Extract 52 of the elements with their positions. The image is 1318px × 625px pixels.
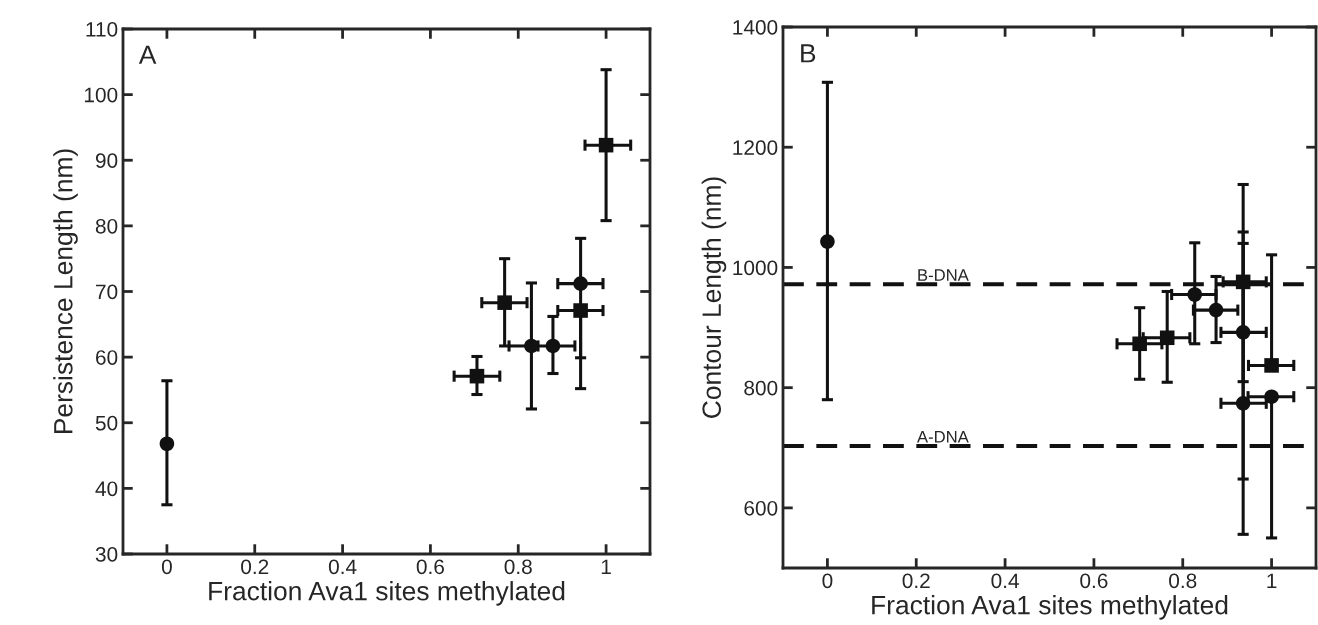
x-tick-label: 0.8 xyxy=(504,559,532,575)
x-axis-title: Fraction Ava1 sites methylated xyxy=(872,595,1228,620)
y-tick-label: 90 xyxy=(95,153,118,168)
y-tick-label: 80 xyxy=(95,218,118,234)
y-tick-label: 50 xyxy=(95,415,118,431)
point xyxy=(573,276,588,291)
point xyxy=(469,368,485,384)
ref-line-label: A-DNA xyxy=(917,431,969,443)
y-tick-label: 110 xyxy=(86,22,118,37)
x-tick-label: 0.4 xyxy=(991,573,1019,589)
point xyxy=(497,295,512,310)
point xyxy=(159,436,175,452)
y-tick-label: 30 xyxy=(95,547,118,562)
point xyxy=(1264,389,1279,404)
y-axis-title: Persistence Length (nm) xyxy=(53,149,78,434)
y-tick-label: 100 xyxy=(84,87,118,103)
y-tick-label: 40 xyxy=(95,481,118,497)
annotation: A xyxy=(138,45,157,64)
y-tick-label: 600 xyxy=(744,500,778,516)
point xyxy=(545,338,561,354)
x-tick-label: 0.6 xyxy=(1080,573,1108,589)
y-tick-label: 800 xyxy=(744,380,778,396)
x-tick-label: 0.6 xyxy=(416,559,444,575)
annotation: B xyxy=(801,44,816,63)
point xyxy=(1235,325,1251,340)
ref-line-label: B-DNA xyxy=(918,269,969,281)
point xyxy=(820,234,835,249)
x-tick-label: 0.2 xyxy=(241,559,269,575)
y-tick-label: 60 xyxy=(96,350,118,365)
point xyxy=(1132,336,1147,352)
point xyxy=(1159,330,1175,346)
point xyxy=(1187,287,1203,302)
point xyxy=(1235,274,1251,290)
x-tick-label: 1 xyxy=(1267,573,1277,588)
point xyxy=(1264,358,1279,373)
y-axis-title: Contour Length (nm) xyxy=(701,177,727,418)
point xyxy=(573,303,588,318)
x-tick-label: 0.2 xyxy=(902,573,930,589)
x-tick-label: 0 xyxy=(822,573,833,589)
y-tick-label: 1000 xyxy=(733,260,778,276)
x-tick-label: 0.4 xyxy=(328,559,357,575)
x-axis-title: Fraction Ava1 sites methylated xyxy=(209,581,565,606)
y-tick-label: 70 xyxy=(96,284,118,300)
point xyxy=(598,137,614,153)
point xyxy=(1208,302,1224,318)
y-tick-label: 1200 xyxy=(733,140,778,155)
y-tick-label: 1400 xyxy=(733,20,778,35)
point xyxy=(1235,396,1251,411)
point xyxy=(524,338,539,354)
x-tick-label: 1 xyxy=(601,559,611,574)
x-tick-label: 0 xyxy=(161,559,172,575)
x-tick-label: 0.8 xyxy=(1169,573,1197,589)
